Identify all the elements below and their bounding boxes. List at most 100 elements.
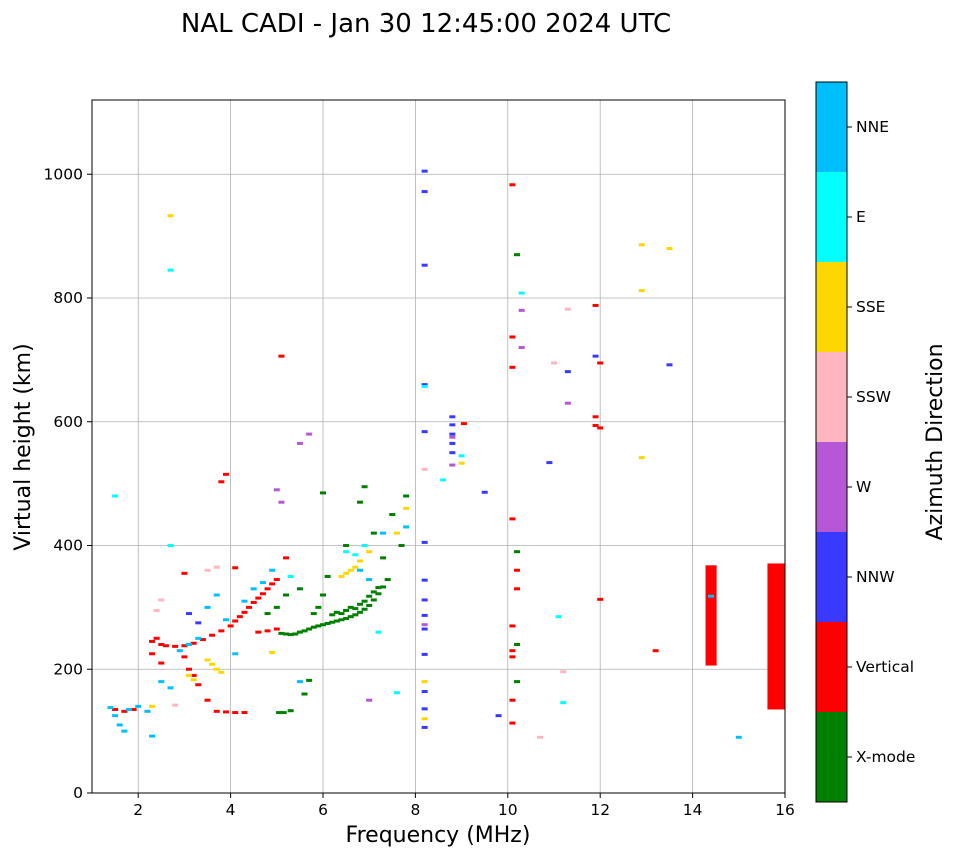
echo-point-nnw — [421, 598, 428, 602]
echo-point-vertical — [232, 619, 239, 623]
echo-point-vertical — [121, 709, 128, 713]
echo-point-vertical — [509, 655, 516, 659]
echo-point-nnw — [666, 363, 673, 367]
echo-point-sse — [213, 667, 220, 671]
plot-frame — [91, 99, 786, 794]
echo-point-sse — [393, 531, 400, 535]
echo-point-vertical — [246, 605, 253, 609]
echo-point-x-mode — [398, 544, 405, 547]
echo-point-ssw — [564, 307, 571, 311]
echo-point-x-mode — [329, 613, 336, 617]
x-tick-label: 4 — [226, 801, 236, 819]
echo-point-w — [278, 500, 285, 504]
echo-point-ssw — [560, 670, 567, 674]
echo-point-nne — [121, 729, 128, 733]
colorbar-segment — [816, 352, 847, 442]
echo-point-nne — [735, 735, 742, 739]
echo-point-x-mode — [287, 709, 294, 713]
echo-point-vertical — [264, 587, 271, 591]
echo-point-vertical — [204, 698, 211, 702]
echo-point-vertical — [255, 596, 262, 600]
echo-point-x-mode — [356, 610, 363, 614]
echo-point-vertical — [509, 335, 516, 339]
echo-point-x-mode — [389, 513, 396, 517]
echo-point-x-mode — [366, 594, 373, 598]
echo-point-nne — [241, 599, 248, 603]
x-axis-ticks: 2 4 6 8 10 12 14 16 — [133, 793, 795, 819]
echo-point-vertical — [592, 423, 599, 427]
echo-point-vertical — [181, 644, 188, 648]
echo-point-sse — [269, 651, 276, 655]
echo-point-vertical — [218, 629, 225, 633]
echo-point-vertical — [509, 649, 516, 653]
echo-point-x-mode — [283, 632, 290, 636]
colorbar-frame — [815, 81, 848, 803]
echo-point-vertical — [222, 710, 229, 714]
echo-point-x-mode — [343, 544, 350, 547]
echo-point-x-mode — [370, 590, 377, 594]
echo-point-x-mode — [361, 607, 368, 611]
echo-point-nnw — [421, 707, 428, 711]
echo-point-vertical — [209, 633, 216, 637]
echo-point-sse — [356, 559, 363, 563]
echo-point-ssw — [213, 565, 220, 569]
x-tick-label: 10 — [498, 801, 518, 819]
echo-point-vertical — [273, 578, 280, 582]
echo-point-x-mode — [343, 608, 350, 612]
echo-point-x-mode — [278, 631, 285, 635]
echo-point-x-mode — [320, 623, 326, 627]
echo-point-e — [518, 291, 525, 295]
x-axis-label: Frequency (MHz) — [346, 823, 531, 848]
echo-point-vertical — [241, 711, 248, 715]
echo-point-nne — [380, 531, 387, 535]
echo-point-vertical — [509, 183, 516, 187]
echo-point-sse — [666, 247, 673, 250]
echo-point-x-mode — [375, 592, 382, 596]
echo-point-nne — [176, 649, 183, 653]
echo-point-e — [167, 268, 174, 272]
echo-point-vertical — [509, 698, 516, 702]
colorbar-tick-label: E — [856, 208, 866, 226]
echo-point-vertical — [153, 636, 160, 640]
colorbar-tick-label: Vertical — [856, 658, 914, 676]
echo-point-vertical — [186, 667, 193, 671]
x-tick-label: 2 — [133, 801, 143, 819]
y-tick-label: 400 — [53, 537, 83, 555]
echo-point-x-mode — [324, 574, 331, 578]
echo-point-nne — [708, 594, 715, 598]
echo-point-vertical — [227, 624, 234, 628]
y-axis-ticks: 0 200 400 600 800 1000 — [44, 165, 92, 802]
colorbar-tick-label: W — [856, 478, 871, 496]
echo-point-sse — [458, 461, 465, 465]
echo-point-x-mode — [301, 629, 308, 633]
colorbar: X-mode Vertical NNW W SSW SSE E NNE — [815, 81, 915, 803]
echo-point-vertical — [213, 709, 220, 713]
echo-point-vertical — [264, 629, 271, 633]
echo-point-x-mode — [320, 491, 326, 495]
echo-point-e — [393, 691, 400, 695]
data-layer — [107, 169, 785, 739]
echo-point-w — [296, 441, 303, 445]
echo-point-nnw — [421, 652, 428, 656]
echo-point-x-mode — [310, 625, 317, 629]
echo-point-sse — [167, 214, 174, 218]
echo-point-nne — [269, 568, 276, 572]
colorbar-segment — [816, 712, 847, 802]
echo-point-nnw — [592, 354, 599, 358]
y-tick-label: 200 — [53, 660, 83, 678]
y-axis-label: Virtual height (km) — [11, 343, 36, 550]
echo-point-x-mode — [352, 607, 359, 611]
colorbar-tick-label: SSW — [856, 388, 891, 406]
echo-point-sse — [421, 717, 428, 721]
echo-point-nne — [259, 581, 266, 585]
echo-point-nnw — [421, 263, 428, 267]
grid-layer — [92, 100, 786, 794]
echo-point-w — [564, 401, 571, 405]
echo-point-ssw — [204, 568, 211, 572]
echo-point-vertical — [162, 644, 169, 648]
echo-point-vertical — [283, 556, 290, 560]
x-tick-label: 12 — [590, 801, 610, 819]
echo-point-x-mode — [333, 610, 340, 614]
echo-point-nnw — [546, 461, 553, 465]
